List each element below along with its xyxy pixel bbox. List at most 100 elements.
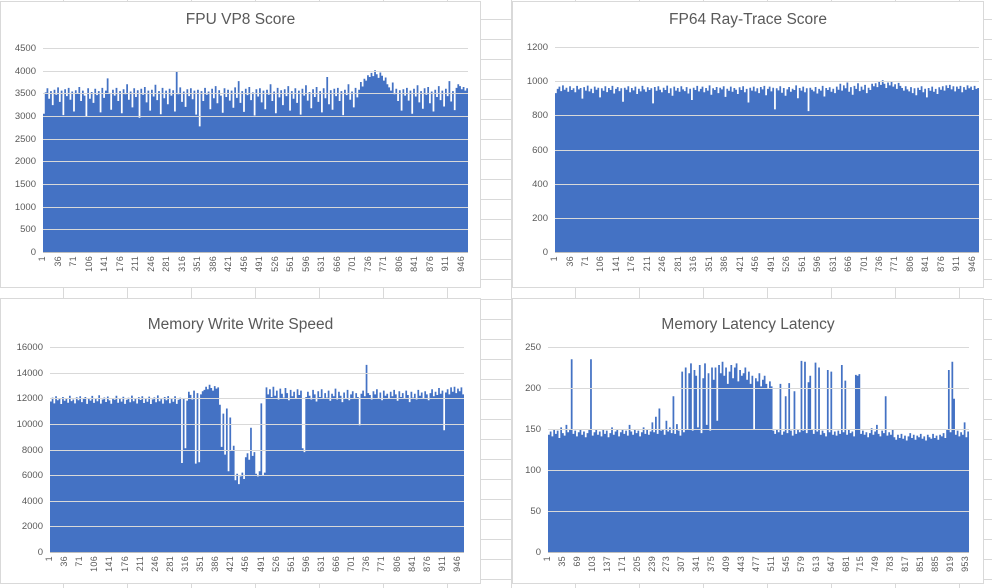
x-axis-tick-label: 491	[255, 556, 266, 572]
y-axis-tick-label: 800	[532, 110, 548, 121]
x-axis-line	[43, 252, 468, 253]
x-axis-tick-label: 1	[44, 556, 54, 562]
plot-gridline	[555, 150, 979, 151]
x-axis-tick-label: 137	[601, 556, 612, 572]
chart-memory-write-write-speed[interactable]: Memory Write Write Speed 0 2000 4000 6000 80…	[0, 298, 481, 584]
plot-gridline	[43, 139, 468, 140]
x-axis-tick-label: 316	[176, 256, 187, 272]
x-axis-tick-label: 596	[300, 256, 311, 272]
series-silhouette	[548, 359, 969, 552]
x-axis-line	[50, 552, 464, 553]
x-axis-tick-label: 316	[688, 256, 699, 272]
x-axis-tick-label: 1	[37, 256, 47, 262]
y-axis-tick-label: 8000	[21, 445, 43, 456]
x-axis-tick-label: 953	[959, 556, 970, 572]
x-axis-tick-label: 876	[935, 256, 946, 272]
x-axis-tick-label: 596	[300, 556, 311, 572]
x-axis-tick-label: 141	[104, 556, 115, 572]
plot-gridline	[43, 229, 468, 230]
chart-title[interactable]: FP64 Ray-Trace Score	[669, 11, 827, 28]
x-axis-tick-label: 771	[378, 256, 389, 272]
plot-gridline	[43, 71, 468, 72]
data-series-bars[interactable]	[50, 347, 464, 552]
plot-gridline	[548, 347, 969, 348]
x-axis-tick-label: 211	[130, 256, 141, 272]
x-axis-tick-label: 71	[74, 556, 85, 567]
series-silhouette	[555, 80, 979, 252]
y-axis-tick-label: 2500	[14, 134, 36, 145]
chart-title[interactable]: Memory Write Write Speed	[147, 316, 334, 333]
x-axis-tick-label: 631	[316, 256, 327, 272]
x-axis-tick-label: 911	[440, 256, 451, 272]
y-axis-tick-label: 500	[20, 224, 36, 235]
x-axis-tick-label: 561	[285, 256, 296, 272]
x-axis-tick-label: 273	[661, 556, 672, 572]
x-axis-tick-label: 386	[719, 256, 730, 272]
series-silhouette	[50, 364, 464, 552]
y-axis-tick-label: 1000	[14, 202, 36, 213]
x-axis-tick-label: 421	[734, 256, 745, 272]
y-axis-tick-label: 6000	[21, 470, 43, 481]
plot-gridline	[548, 388, 969, 389]
plot-gridline	[43, 207, 468, 208]
plot-gridline	[548, 470, 969, 471]
plot-gridline	[50, 526, 464, 527]
x-axis-tick-label: 351	[192, 256, 203, 272]
x-axis-tick-label: 715	[855, 556, 866, 572]
x-axis-tick-label: 141	[610, 256, 621, 272]
x-axis-tick-label: 736	[361, 556, 372, 572]
y-axis-tick-label: 1200	[526, 42, 548, 53]
x-axis-tick-label: 205	[631, 556, 642, 572]
x-axis-tick-label: 806	[904, 256, 915, 272]
x-axis-tick-label: 106	[83, 256, 94, 272]
x-axis-tick-label: 841	[406, 556, 417, 572]
x-axis-tick-label: 701	[347, 256, 358, 272]
plot-gridline	[43, 184, 468, 185]
chart-fpu-vp8-score[interactable]: FPU VP8 Score 0 500 1000 1500 2000 2500 3000 35…	[0, 1, 481, 288]
x-axis-tick-label: 71	[68, 256, 78, 267]
y-axis-tick-label: 2000	[14, 156, 36, 167]
x-axis-tick-label: 211	[641, 256, 652, 272]
y-axis-tick-label: 16000	[16, 342, 43, 353]
x-axis-tick-label: 141	[99, 256, 109, 272]
x-axis-tick-label: 477	[751, 556, 761, 572]
x-axis-tick-label: 1	[542, 556, 552, 562]
chart-title[interactable]: FPU VP8 Score	[185, 11, 296, 28]
y-axis-tick-label: 4000	[21, 496, 43, 507]
plot-gridline	[50, 450, 464, 451]
x-axis-tick-label: 806	[391, 556, 402, 572]
x-axis-tick-label: 613	[810, 556, 821, 572]
x-axis-tick-label: 946	[452, 556, 462, 572]
y-axis-tick-label: 3500	[14, 88, 36, 99]
x-axis-tick-label: 579	[795, 556, 806, 572]
data-series-bars[interactable]	[555, 47, 979, 252]
x-axis-line	[548, 552, 969, 553]
x-axis-tick-label: 596	[812, 256, 823, 272]
plot-gridline	[50, 475, 464, 476]
x-axis-tick-label: 176	[119, 556, 130, 572]
x-axis-tick-label: 911	[951, 256, 962, 272]
chart-memory-latency-latency[interactable]: Memory Latency Latency 0 50 100 150 200 250 1…	[512, 298, 984, 584]
x-axis-tick-label: 876	[421, 556, 432, 572]
chart-title[interactable]: Memory Latency Latency	[661, 316, 835, 333]
x-axis-tick-label: 876	[424, 256, 435, 272]
x-axis-tick-label: 281	[164, 556, 175, 572]
x-axis-tick-label: 106	[89, 556, 100, 572]
y-axis-tick-label: 400	[532, 179, 548, 190]
x-axis-tick-label: 946	[455, 256, 466, 272]
data-series-bars[interactable]	[548, 347, 969, 552]
x-axis-tick-label: 749	[870, 556, 881, 572]
x-axis-tick-label: 69	[571, 556, 582, 567]
x-axis-tick-label: 841	[920, 256, 931, 272]
chart-fp64-ray-trace-score[interactable]: FP64 Ray-Trace Score 0 200 400 600 800 1000 12…	[512, 1, 984, 288]
plot-gridline	[43, 48, 468, 49]
data-series-bars[interactable]	[43, 48, 468, 252]
plot-gridline	[548, 511, 969, 512]
y-axis-tick-label: 250	[525, 342, 541, 353]
x-axis-tick-label: 171	[616, 556, 627, 572]
x-axis-tick-label: 456	[750, 256, 761, 272]
y-axis-tick-label: 4500	[14, 43, 36, 54]
x-axis-tick-label: 307	[676, 556, 687, 572]
y-axis-tick-label: 100	[525, 465, 541, 476]
y-axis-tick-label: 12000	[16, 393, 43, 404]
